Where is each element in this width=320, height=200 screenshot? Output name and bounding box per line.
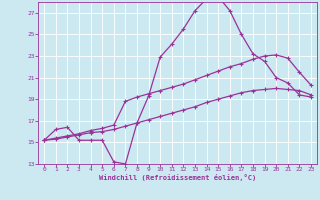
X-axis label: Windchill (Refroidissement éolien,°C): Windchill (Refroidissement éolien,°C) xyxy=(99,174,256,181)
